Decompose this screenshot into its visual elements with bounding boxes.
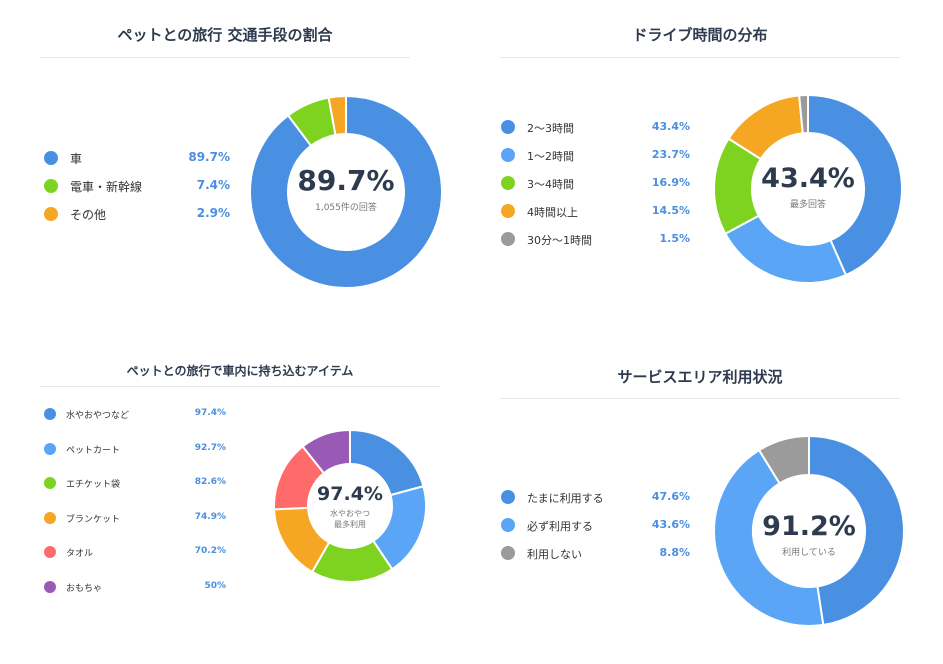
legend-value: 1.5% [659,231,690,245]
center-value: 89.7% [297,164,394,197]
legend-label: 30分〜1時間 [527,233,592,247]
legend-label: 利用しない [527,547,582,561]
chart1-divider [40,57,410,58]
chart1-donut: 89.7% 1,055件の回答 [249,94,443,289]
legend-value: 2.9% [196,206,230,221]
center-label-secondary: 最多利用 [334,519,366,529]
legend-label: 車 [70,152,83,167]
legend-value: 89.7% [188,150,230,165]
legend-value: 43.6% [651,517,690,531]
legend-value: 43.4% [651,119,690,133]
legend-swatch [44,442,56,455]
donut-slice [807,93,903,277]
legend-value: 8.8% [659,545,690,559]
legend-label: 4時間以上 [527,205,578,219]
legend-swatch [44,151,58,165]
legend-swatch [501,148,515,162]
chart2-title: ドライブ時間の分布 [632,26,768,44]
legend-label: 水やおやつなど [66,411,130,422]
legend-label: ペットカート [66,445,121,456]
donut-slice [808,434,905,627]
legend-label: エチケット袋 [66,480,121,491]
legend-label: おもちゃ [66,583,103,594]
chart2-donut: 43.4% 最多回答 [713,93,903,284]
legend-value: 70.2% [194,546,226,557]
legend-label: たまに利用する [527,491,604,505]
donut-slice [713,448,825,627]
legend-value: 82.6% [194,477,226,488]
chart3-title: ペットとの旅行で車内に持ち込むアイテム [126,364,354,378]
legend-label: その他 [70,208,107,223]
donut-slice [723,214,848,284]
legend-label: タオル [66,549,94,560]
legend-swatch [501,120,515,134]
legend-value: 23.7% [651,147,690,161]
chart3-divider [40,386,440,387]
legend-swatch [501,176,515,190]
donut-slice [757,434,810,485]
chart4-donut: 91.2% 利用している [713,434,905,627]
center-label: 利用している [782,546,836,558]
legend-value: 47.6% [651,489,690,503]
legend-swatch [44,207,58,221]
legend-swatch [501,490,515,504]
legend-value: 16.9% [651,175,690,189]
legend-swatch [44,408,56,420]
legend-swatch [501,546,515,560]
legend-swatch [44,477,56,489]
legend-label: 3〜4時間 [527,177,574,191]
legend-value: 50% [204,580,226,591]
legend-value: 74.9% [194,511,226,522]
chart1-title: ペットとの旅行 交通手段の割合 [117,26,333,44]
chart4-title: サービスエリア利用状況 [617,368,783,386]
legend-swatch [44,546,56,558]
center-label: 水やおやつ [330,508,370,518]
legend-swatch [501,232,515,246]
donut-slice [327,94,347,137]
legend-value: 92.7% [194,442,226,453]
chart2-divider [500,57,900,58]
center-label: 最多回答 [790,198,826,210]
legend-swatch [501,204,515,218]
center-value: 43.4% [761,163,855,194]
legend-value: 14.5% [651,203,690,217]
chart4-divider [500,398,900,399]
legend-label: 1〜2時間 [527,149,574,163]
legend-value: 97.4% [194,408,226,419]
donut-slice [798,93,809,135]
donut-slice [301,428,351,475]
legend-value: 7.4% [196,178,230,193]
legend-swatch [501,518,515,532]
legend-label: 2〜3時間 [527,121,574,135]
legend-label: 必ず利用する [527,519,593,533]
legend-swatch [44,580,56,593]
legend-swatch [44,179,58,193]
legend-label: 電車・新幹線 [70,180,143,195]
legend-swatch [44,511,56,524]
center-value: 97.4% [317,483,383,505]
center-label: 1,055件の回答 [315,201,377,213]
legend-label: ブランケット [66,514,121,525]
donut-slice [249,94,443,289]
center-value: 91.2% [762,511,856,542]
